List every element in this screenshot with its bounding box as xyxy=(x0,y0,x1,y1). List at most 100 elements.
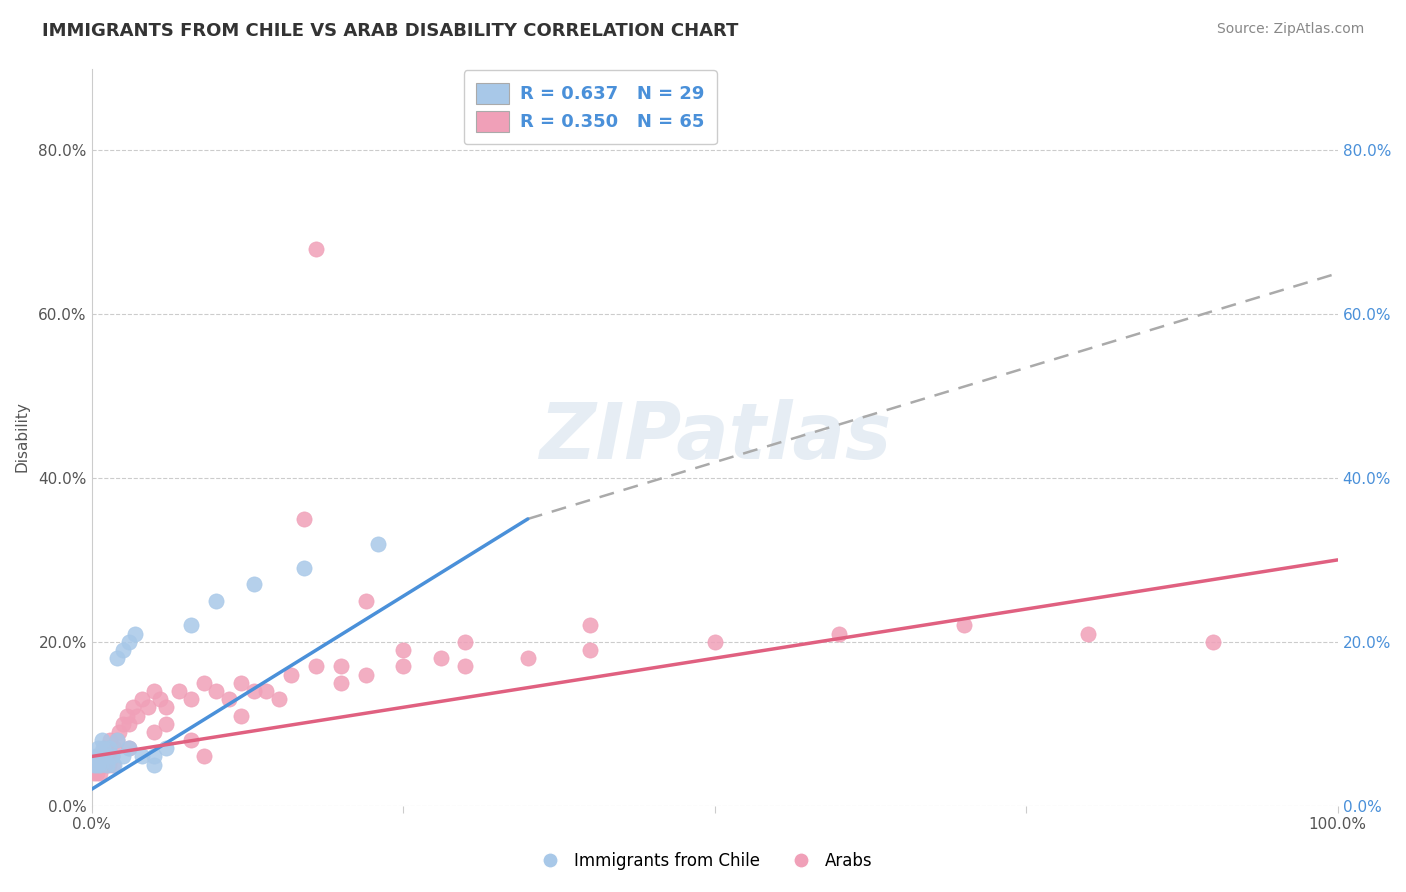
Point xyxy=(828,626,851,640)
Point xyxy=(100,749,122,764)
Point xyxy=(115,708,138,723)
Point xyxy=(86,757,108,772)
Point xyxy=(124,626,146,640)
Point xyxy=(91,741,114,756)
Point xyxy=(205,594,228,608)
Point xyxy=(280,667,302,681)
Point xyxy=(143,725,166,739)
Point xyxy=(392,643,415,657)
Point xyxy=(97,741,120,756)
Point xyxy=(89,757,111,772)
Point xyxy=(100,733,122,747)
Point xyxy=(292,512,315,526)
Point xyxy=(579,618,602,632)
Point xyxy=(98,757,121,772)
Point xyxy=(86,765,108,780)
Point xyxy=(103,741,125,756)
Point xyxy=(98,741,121,756)
Point xyxy=(84,757,107,772)
Point xyxy=(125,708,148,723)
Point xyxy=(96,749,118,764)
Point xyxy=(96,757,118,772)
Point xyxy=(1202,635,1225,649)
Point xyxy=(180,733,202,747)
Point xyxy=(83,765,105,780)
Point xyxy=(136,700,159,714)
Point xyxy=(100,749,122,764)
Point xyxy=(180,692,202,706)
Point xyxy=(131,749,153,764)
Point xyxy=(254,684,277,698)
Point xyxy=(354,594,377,608)
Point xyxy=(516,651,538,665)
Point xyxy=(121,700,143,714)
Point xyxy=(454,659,477,673)
Point xyxy=(94,757,117,772)
Point xyxy=(193,749,215,764)
Point xyxy=(90,733,112,747)
Point xyxy=(111,749,134,764)
Point xyxy=(205,684,228,698)
Point xyxy=(218,692,240,706)
Point xyxy=(118,716,141,731)
Point xyxy=(155,716,177,731)
Point xyxy=(703,635,725,649)
Point xyxy=(1077,626,1099,640)
Point xyxy=(429,651,451,665)
Point xyxy=(305,242,328,256)
Point xyxy=(155,741,177,756)
Point xyxy=(167,684,190,698)
Point xyxy=(118,741,141,756)
Point xyxy=(392,659,415,673)
Point xyxy=(143,749,166,764)
Point xyxy=(118,635,141,649)
Point xyxy=(93,741,115,756)
Point xyxy=(329,675,352,690)
Point xyxy=(91,757,114,772)
Point xyxy=(111,716,134,731)
Point xyxy=(454,635,477,649)
Point xyxy=(305,659,328,673)
Point xyxy=(292,561,315,575)
Point xyxy=(242,684,264,698)
Point xyxy=(105,733,128,747)
Point xyxy=(87,741,110,756)
Point xyxy=(242,577,264,591)
Legend: Immigrants from Chile, Arabs: Immigrants from Chile, Arabs xyxy=(527,846,879,877)
Text: IMMIGRANTS FROM CHILE VS ARAB DISABILITY CORRELATION CHART: IMMIGRANTS FROM CHILE VS ARAB DISABILITY… xyxy=(42,22,738,40)
Point xyxy=(101,757,124,772)
Point xyxy=(267,692,290,706)
Point xyxy=(90,749,112,764)
Text: ZIPatlas: ZIPatlas xyxy=(538,399,891,475)
Point xyxy=(84,749,107,764)
Y-axis label: Disability: Disability xyxy=(15,401,30,473)
Point xyxy=(131,692,153,706)
Point xyxy=(180,618,202,632)
Point xyxy=(83,757,105,772)
Point xyxy=(143,684,166,698)
Point xyxy=(93,749,115,764)
Point xyxy=(953,618,976,632)
Point xyxy=(329,659,352,673)
Point xyxy=(105,733,128,747)
Legend: R = 0.637   N = 29, R = 0.350   N = 65: R = 0.637 N = 29, R = 0.350 N = 65 xyxy=(464,70,717,145)
Point xyxy=(118,741,141,756)
Point xyxy=(231,675,253,690)
Point xyxy=(193,675,215,690)
Point xyxy=(354,667,377,681)
Point xyxy=(89,757,111,772)
Point xyxy=(367,536,389,550)
Point xyxy=(87,749,110,764)
Point xyxy=(155,700,177,714)
Point xyxy=(103,757,125,772)
Point xyxy=(231,708,253,723)
Point xyxy=(579,643,602,657)
Point xyxy=(111,643,134,657)
Text: Source: ZipAtlas.com: Source: ZipAtlas.com xyxy=(1216,22,1364,37)
Point xyxy=(89,749,111,764)
Point xyxy=(149,692,172,706)
Point xyxy=(89,765,111,780)
Point xyxy=(105,651,128,665)
Point xyxy=(108,725,131,739)
Point xyxy=(143,757,166,772)
